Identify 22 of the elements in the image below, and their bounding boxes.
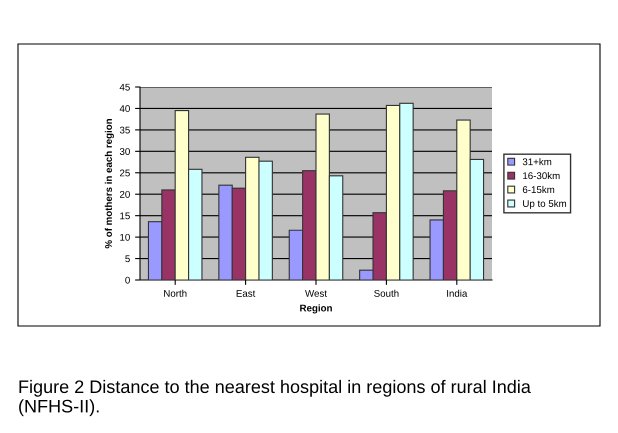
y-tick-label: 35 (120, 126, 130, 134)
legend-label: 16-30km (523, 172, 560, 180)
y-tick-label: 20 (120, 190, 130, 198)
x-tick-label: East (236, 290, 256, 297)
y-tick-label: 15 (120, 212, 130, 220)
x-axis-title: Region (300, 304, 332, 314)
y-tick-label: 0 (125, 276, 130, 284)
legend-label: 31+km (522, 158, 552, 166)
y-tick-label: 30 (120, 148, 130, 155)
legend-label: 6-15km (522, 186, 554, 194)
y-tick-label: 5 (125, 255, 130, 262)
x-tick-label: India (447, 290, 468, 297)
legend-label: Up to 5km (523, 200, 566, 209)
y-axis-title: % of mothers in each region (104, 119, 114, 248)
caption: Figure 2 Distance to the nearest hospital in regions of rural India (NFHS-II). (19, 380, 531, 416)
x-tick-label: West (305, 290, 327, 297)
y-tick-label: 45 (120, 84, 130, 91)
y-tick-label: 40 (120, 105, 130, 112)
x-tick-label: North (164, 290, 186, 297)
y-tick-label: 25 (120, 170, 130, 176)
x-tick-label: South (374, 290, 398, 297)
y-tick-label: 10 (120, 234, 130, 241)
